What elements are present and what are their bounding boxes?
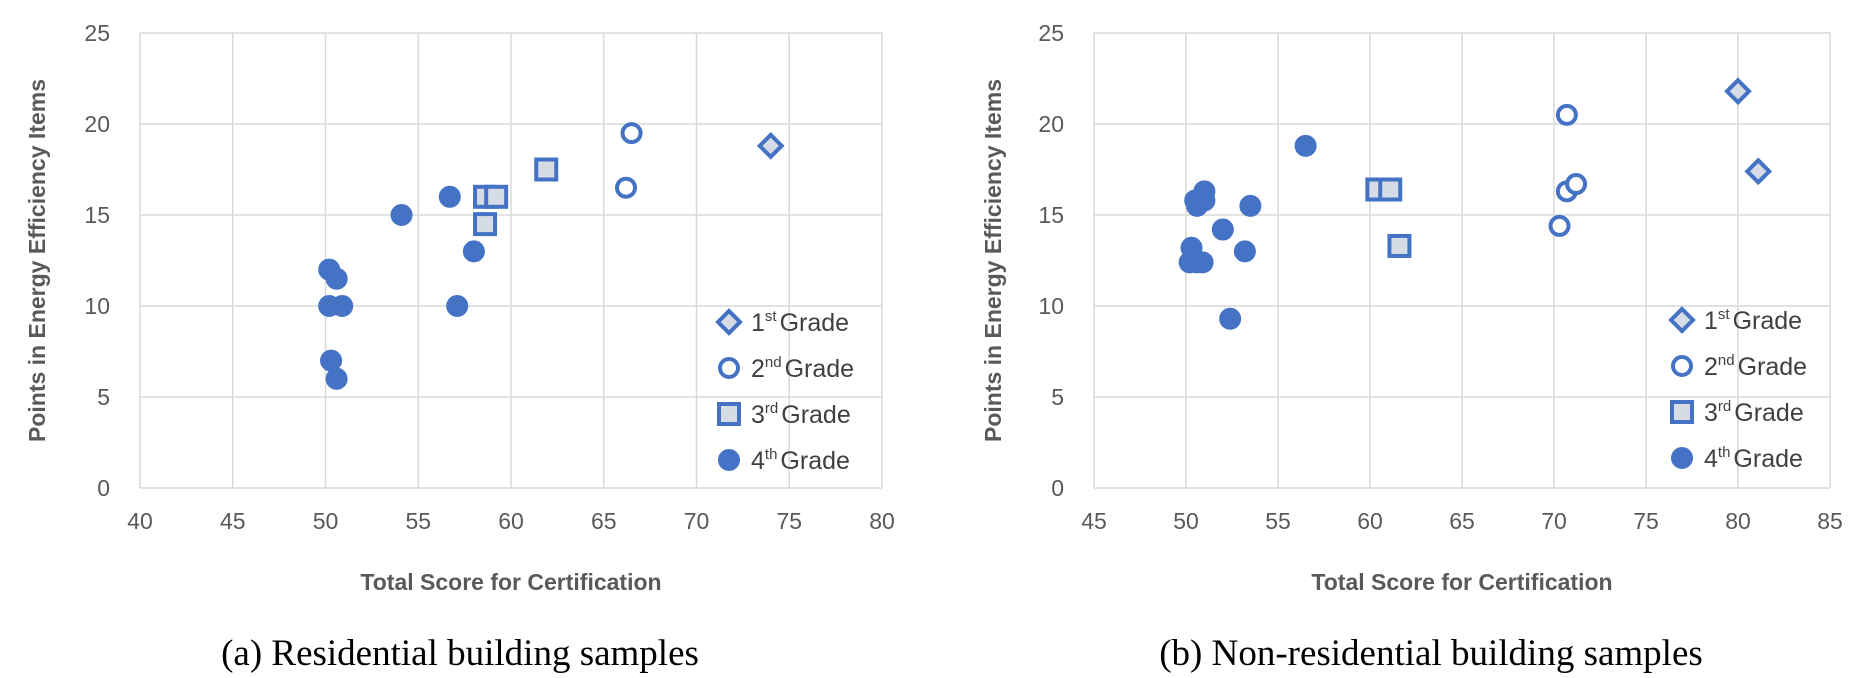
data-point [1565,173,1588,196]
data-point [1294,134,1317,157]
x-tick-label: 75 [1633,508,1659,534]
legend-label: 2nd Grade [1704,352,1807,381]
x-axis-title: Total Score for Certification [1311,569,1612,595]
legend-marker [718,357,740,379]
data-point [1387,233,1412,258]
legend-marker [717,402,741,426]
data-point [1548,214,1571,237]
data-point [615,176,638,199]
x-tick-label: 45 [1081,508,1107,534]
legend-marker [1668,306,1696,334]
series-square [473,157,559,237]
series-circle-open [615,122,643,199]
y-axis-title: Points in Energy Efficiency Items [24,79,50,442]
y-tick-label: 25 [1038,20,1064,46]
legend-label: 2nd Grade [751,354,854,383]
legend-label: 1st Grade [1704,306,1802,335]
data-point [390,204,413,226]
data-point [1186,194,1209,217]
data-point [1233,240,1256,263]
data-point [1744,157,1773,186]
data-point [1378,177,1403,202]
data-point [1219,307,1242,330]
data-point [756,132,785,160]
data-point [438,185,461,208]
x-tick-label: 85 [1817,508,1843,534]
x-tick-label: 45 [220,508,246,534]
x-tick-label: 55 [1265,508,1291,534]
data-point [620,122,643,145]
data-point [1555,103,1578,126]
y-tick-label: 10 [84,293,110,319]
x-tick-label: 65 [1449,508,1475,534]
chart-residential: 40 45 50 55 60 65 70 75 80 0 5 10 15 20 25 Total Score … [24,20,895,674]
chart-caption: (b) Non-residential building samples [1159,633,1703,674]
data-point [1191,251,1214,274]
y-axis-title: Points in Energy Efficiency Items [980,79,1006,442]
data-point [462,240,485,263]
y-tick-label: 15 [84,202,110,228]
y-tick-label: 20 [1038,111,1064,137]
x-tick-label: 50 [313,508,339,534]
chart-caption: (a) Residential building samples [221,633,699,674]
data-point [1211,218,1234,241]
data-point [1239,194,1262,217]
legend-marker [718,449,740,471]
y-tick-label: 0 [1051,475,1064,501]
data-point [484,184,509,209]
legend: 1st Grade 2nd Grade 3rd Grade 4th Grade [715,308,854,475]
data-point [331,295,354,317]
y-tick-label: 25 [84,20,110,46]
data-point [325,367,348,390]
legend-label: 3rd Grade [1704,398,1804,427]
legend-label: 1st Grade [751,308,849,337]
legend-marker [715,308,743,336]
legend-label: 4th Grade [751,446,850,475]
series-square [1365,177,1412,258]
series-circle-open [1548,103,1588,237]
y-tick-label: 10 [1038,293,1064,319]
x-tick-label: 50 [1173,508,1199,534]
y-tick-label: 5 [97,384,110,410]
x-tick-label: 55 [405,508,431,534]
x-tick-label: 70 [684,508,710,534]
legend-label: 3rd Grade [751,400,851,429]
y-tick-label: 20 [84,111,110,137]
data-point [1724,77,1752,106]
series-circle-filled [1178,134,1317,330]
legend: 1st Grade 2nd Grade 3rd Grade 4th Grade [1668,306,1807,473]
y-tick-label: 15 [1038,202,1064,228]
x-tick-label: 60 [1357,508,1383,534]
legend-marker [1671,355,1693,377]
x-tick-label: 65 [591,508,617,534]
legend-marker [1671,447,1693,469]
x-tick-label: 60 [498,508,524,534]
x-tick-label: 75 [776,508,802,534]
y-tick-label: 0 [97,475,110,501]
legend-label: 4th Grade [1704,444,1803,473]
series-circle-filled [318,185,485,390]
y-tick-label: 5 [1051,384,1064,410]
x-tick-label: 70 [1541,508,1567,534]
data-point [325,267,348,290]
x-axis-title: Total Score for Certification [360,569,661,595]
data-point [446,295,469,317]
x-tick-label: 80 [1725,508,1751,534]
chart-non-residential: 45 50 55 60 65 70 75 80 85 0 5 10 15 20 25 Total Score … [980,20,1843,674]
series-diamond [756,132,785,160]
legend-marker [1670,400,1694,424]
data-point [534,157,559,182]
x-tick-label: 40 [127,508,153,534]
data-point [473,212,498,237]
x-tick-label: 80 [869,508,895,534]
series-diamond [1724,77,1773,186]
